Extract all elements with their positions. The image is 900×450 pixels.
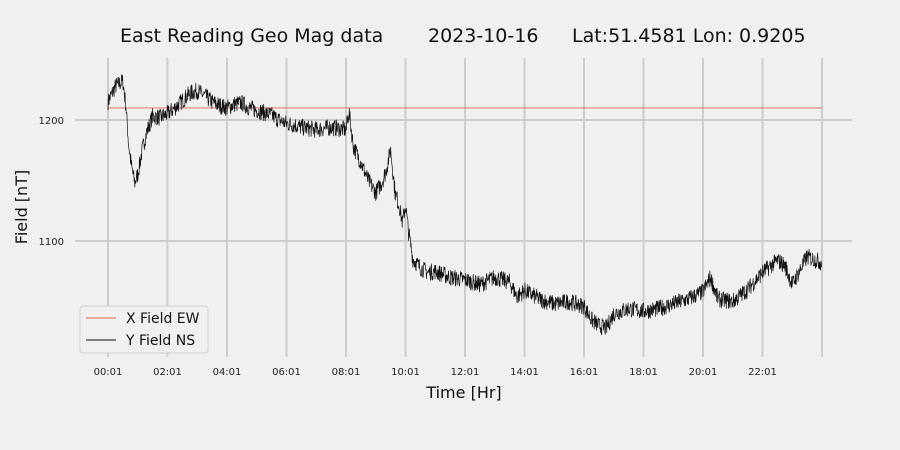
y-field-ns-line (107, 74, 822, 336)
x-tick-label: 04:01 (213, 367, 242, 378)
legend-label-y-field: Y Field NS (125, 333, 195, 349)
x-tick-label: 16:01 (570, 367, 599, 378)
x-tick-label: 08:01 (332, 367, 361, 378)
x-tick-label: 06:01 (272, 367, 301, 378)
x-tick-label: 14:01 (510, 367, 539, 378)
x-tick-label: 22:01 (748, 367, 777, 378)
chart-title: East Reading Geo Mag data (120, 25, 383, 47)
y-tick-label: 1200 (39, 116, 64, 127)
x-axis-label: Time [Hr] (425, 383, 501, 402)
series-layer (107, 74, 822, 336)
legend-label-x-field: X Field EW (126, 311, 200, 327)
y-tick-label: 1100 (39, 237, 64, 248)
x-tick-label: 02:01 (153, 367, 182, 378)
x-tick-label: 12:01 (451, 367, 480, 378)
chart-date: 2023-10-16 (428, 25, 538, 47)
legend: X Field EW Y Field NS (79, 305, 209, 354)
y-axis-label: Field [nT] (12, 170, 31, 244)
y-tick-labels: 1100 1200 (39, 116, 64, 248)
x-tick-label: 00:01 (94, 367, 123, 378)
x-tick-labels: 00:01 02:01 04:01 06:01 08:01 10:01 12:01 14:01… (94, 367, 777, 378)
chart-location: Lat:51.4581 Lon: 0.9205 (572, 25, 806, 47)
x-tick-label: 20:01 (689, 367, 718, 378)
x-tick-label: 18:01 (629, 367, 658, 378)
x-tick-label: 10:01 (391, 367, 420, 378)
